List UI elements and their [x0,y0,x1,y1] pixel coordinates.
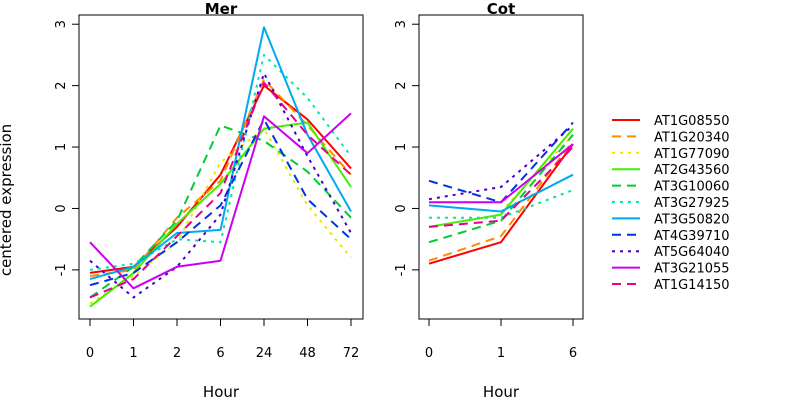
series-line-cot-at1g14150 [428,146,574,228]
legend-label-at1g14150: AT1G14150 [654,278,730,293]
series-line-cot-at3g27925 [429,189,574,219]
panel-cot: Cot 0 1 6 3 2 1 0 -1 Hour [394,0,584,400]
plot-frame-cot [418,14,584,320]
y-tick-label-cot-3: 3 [394,20,409,28]
y-tick-label-cot-1: -1 [394,263,409,276]
plot-frame-mer [78,14,364,320]
legend-label-at5g64040: AT5G64040 [654,245,730,260]
y-tick-label-mer-2: 2 [54,81,69,89]
legend-label-at3g21055: AT3G21055 [654,262,730,277]
x-axis-cot: 0 1 6 [425,319,577,361]
x-tick-label-mer-6: 6 [216,346,224,361]
panel-title-cot: Cot [487,0,515,18]
legend-label-at4g39710: AT4G39710 [654,229,730,244]
y-tick-label-mer-1: 1 [54,143,69,151]
y-axis-cot: 3 2 1 0 -1 [394,20,419,276]
panel-title-mer: Mer [205,0,238,18]
legend-label-at3g50820: AT3G50820 [654,212,730,227]
legend-label-at2g43560: AT2G43560 [654,163,730,178]
x-axis-title-mer: Hour [203,383,240,400]
y-axis-mer: 3 2 1 0 -1 [54,20,79,276]
x-tick-label-mer-2: 2 [173,346,181,361]
y-tick-label-mer-3: 3 [54,20,69,28]
y-tick-label-cot-0: 0 [394,204,409,212]
x-tick-label-mer-72: 72 [343,346,360,361]
x-tick-label-mer-0: 0 [86,346,94,361]
series-line-cot-at2g43560 [428,127,574,228]
legend-label-at1g08550: AT1G08550 [654,114,730,129]
series-line-cot-at5g64040 [428,124,574,201]
y-tick-label-mer-1: -1 [54,263,69,276]
series-line-cot-at3g21055 [429,143,574,204]
series-line-mer-at3g27925 [89,53,352,271]
series-layer-mer [89,26,352,308]
y-tick-label-cot-2: 2 [394,81,409,89]
series-line-cot-at1g08550 [428,143,574,265]
legend-label-at1g77090: AT1G77090 [654,147,730,162]
panel-mer: Mer 0 1 2 6 24 48 72 3 2 1 0 -1 Hour [54,0,364,400]
x-tick-label-cot-6: 6 [569,346,577,361]
series-line-mer-at3g10060 [89,124,352,299]
series-line-cot-at3g50820 [428,173,574,213]
x-axis-mer: 0 1 2 6 24 48 72 [86,319,359,361]
y-tick-label-mer-0: 0 [54,204,69,212]
x-tick-label-mer-48: 48 [299,346,316,361]
legend-label-at1g20340: AT1G20340 [654,130,730,145]
x-tick-label-cot-1: 1 [497,346,505,361]
x-axis-title-cot: Hour [483,383,520,400]
series-layer-cot [428,121,574,265]
series-line-mer-at5g64040 [89,72,352,299]
series-line-mer-at3g50820 [89,26,352,281]
x-tick-label-mer-24: 24 [256,346,273,361]
y-tick-label-cot-1: 1 [394,143,409,151]
series-line-mer-at4g39710 [89,118,352,287]
series-line-cot-at3g10060 [428,134,574,244]
legend-label-at3g27925: AT3G27925 [654,196,730,211]
legend-label-at3g10060: AT3G10060 [654,180,730,195]
series-line-mer-at1g20340 [89,78,352,277]
series-line-mer-at1g14150 [89,81,352,299]
series-line-mer-at3g21055 [89,112,352,290]
x-tick-label-mer-1: 1 [129,346,137,361]
x-tick-label-cot-0: 0 [425,346,433,361]
y-axis-title: centered expression [0,124,15,276]
